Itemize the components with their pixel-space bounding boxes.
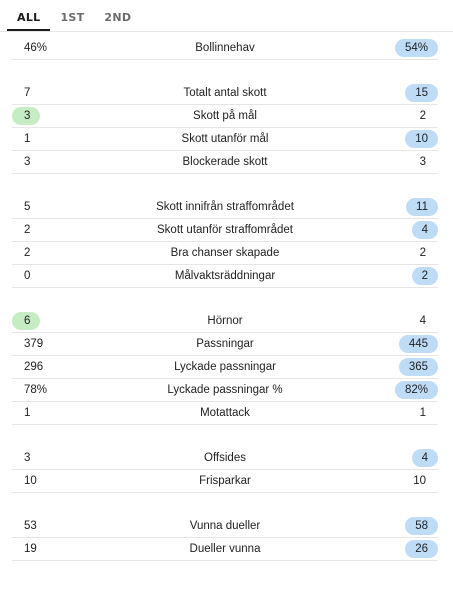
home-value: 19: [24, 543, 37, 555]
stat-label: Skott utanför mål: [181, 133, 269, 145]
away-value: 4: [419, 315, 426, 327]
group-spacer: [12, 174, 438, 196]
away-value: 58: [405, 517, 438, 535]
stats-table: 46% Bollinnehav 54% 7 Totalt antal skott 15 3 S…: [12, 37, 438, 561]
stat-label: Vunna dueller: [189, 520, 261, 532]
tabs-divider: [0, 31, 453, 32]
away-value: 2: [419, 247, 426, 259]
home-value: 53: [24, 520, 37, 532]
home-value: 6: [12, 312, 41, 330]
home-value: 0: [24, 270, 31, 282]
period-tabs: ALL 1ST 2ND: [7, 5, 141, 31]
home-value: 3: [24, 156, 31, 168]
stat-row: 1 Motattack 1: [12, 402, 438, 425]
home-value: 46%: [24, 42, 48, 54]
stat-row: 3 Offsides 4: [12, 447, 438, 470]
stat-row: 2 Bra chanser skapade 2: [12, 242, 438, 265]
home-value: 5: [24, 201, 31, 213]
home-value: 7: [24, 87, 31, 99]
away-value: 4: [411, 449, 438, 467]
stat-label: Lyckade passningar: [174, 361, 276, 373]
home-value: 296: [24, 361, 44, 373]
stat-label: Lyckade passningar %: [167, 384, 283, 396]
away-value: 2: [411, 267, 438, 285]
stat-row: 0 Målvaktsräddningar 2: [12, 265, 438, 288]
stat-row: 19 Dueller vunna 26: [12, 538, 438, 561]
home-value: 10: [24, 475, 37, 487]
stat-label: Bollinnehav: [195, 42, 255, 54]
home-value: 3: [24, 452, 31, 464]
home-value: 1: [24, 133, 31, 145]
stat-label: Frisparkar: [199, 475, 251, 487]
stat-label: Offsides: [204, 452, 246, 464]
stat-label: Skott på mål: [193, 110, 257, 122]
stat-label: Hörnor: [207, 315, 243, 327]
home-value: 2: [24, 247, 31, 259]
stat-row: 78% Lyckade passningar % 82%: [12, 379, 438, 402]
away-value: 3: [419, 156, 426, 168]
tab-all[interactable]: ALL: [7, 5, 51, 31]
stat-row: 2 Skott utanför straffområdet 4: [12, 219, 438, 242]
home-value: 379: [24, 338, 44, 350]
group-spacer: [12, 60, 438, 82]
stat-row: 3 Skott på mål 2: [12, 105, 438, 128]
away-value: 11: [406, 198, 438, 216]
away-value: 445: [398, 335, 438, 353]
away-value: 2: [419, 110, 426, 122]
away-value: 365: [398, 358, 438, 376]
away-value: 1: [419, 407, 426, 419]
stat-row: 3 Blockerade skott 3: [12, 151, 438, 174]
away-value: 10: [413, 475, 426, 487]
stat-label: Skott utanför straffområdet: [157, 224, 293, 236]
stat-label: Bra chanser skapade: [170, 247, 280, 259]
stat-label: Motattack: [200, 407, 250, 419]
stat-row: 1 Skott utanför mål 10: [12, 128, 438, 151]
away-value: 10: [405, 130, 438, 148]
group-spacer: [12, 493, 438, 515]
group-spacer: [12, 425, 438, 447]
home-value: 1: [24, 407, 31, 419]
stat-label: Dueller vunna: [189, 543, 261, 555]
away-value: 54%: [394, 39, 438, 57]
away-value: 82%: [394, 381, 438, 399]
stat-row: 296 Lyckade passningar 365: [12, 356, 438, 379]
stat-row: 10 Frisparkar 10: [12, 470, 438, 493]
stat-row: 379 Passningar 445: [12, 333, 438, 356]
away-value: 15: [405, 84, 438, 102]
stat-row: 5 Skott innifrån straffområdet 11: [12, 196, 438, 219]
stat-row: 7 Totalt antal skott 15: [12, 82, 438, 105]
stat-row: 46% Bollinnehav 54%: [12, 37, 438, 60]
stat-label: Passningar: [196, 338, 254, 350]
home-value: 78%: [24, 384, 48, 396]
away-value: 4: [411, 221, 438, 239]
tab-2nd[interactable]: 2ND: [104, 10, 132, 24]
group-spacer: [12, 288, 438, 310]
stat-row: 6 Hörnor 4: [12, 310, 438, 333]
home-value: 3: [12, 107, 41, 125]
stat-label: Blockerade skott: [182, 156, 268, 168]
stat-label: Totalt antal skott: [183, 87, 267, 99]
away-value: 26: [405, 540, 438, 558]
stat-row: 53 Vunna dueller 58: [12, 515, 438, 538]
stat-label: Målvaktsräddningar: [174, 270, 276, 282]
home-value: 2: [24, 224, 31, 236]
tab-1st[interactable]: 1ST: [60, 10, 85, 24]
stat-label: Skott innifrån straffområdet: [156, 201, 294, 213]
